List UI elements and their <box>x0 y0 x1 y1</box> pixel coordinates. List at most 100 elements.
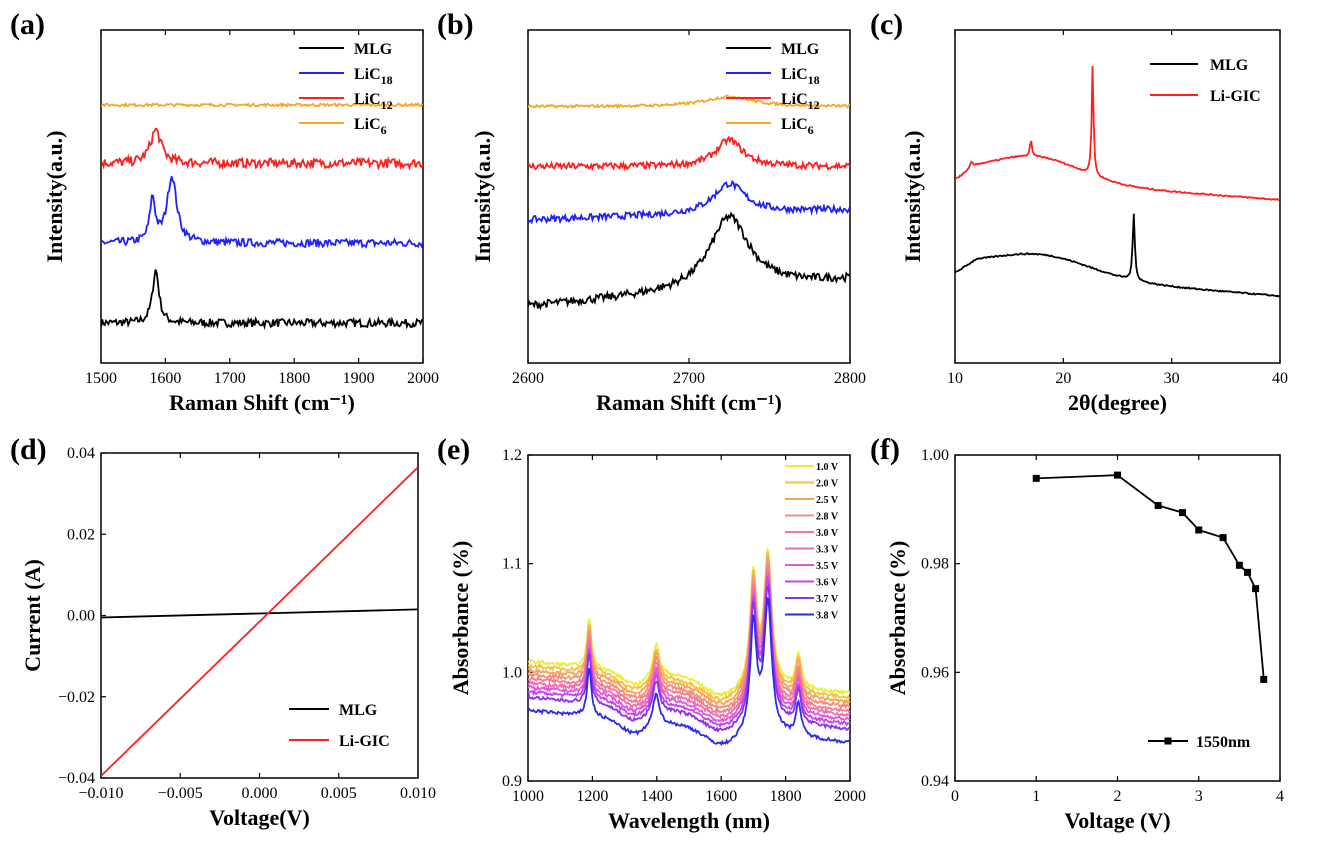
series-line-ligic <box>101 466 418 777</box>
legend-label-sub: 12 <box>808 98 820 112</box>
legend-label: MLG <box>1210 57 1249 74</box>
legend-label: 1.0 V <box>816 462 839 473</box>
plot-area <box>528 545 850 747</box>
x-tick-label: 0 <box>951 788 959 805</box>
legend-label-main: LiC <box>354 91 381 108</box>
legend-label: MLG <box>354 41 393 58</box>
data-point <box>1260 675 1268 683</box>
x-tick-label: −0.005 <box>158 785 203 802</box>
x-tick-label: 20 <box>1055 370 1071 387</box>
x-tick-label: 1500 <box>85 370 117 387</box>
x-tick-label: 0.005 <box>321 785 357 802</box>
x-tick-label: 1 <box>1032 788 1040 805</box>
legend-label-main: LiC <box>781 66 808 83</box>
legend-label: Li-GIC <box>339 733 390 750</box>
series-line-25v <box>528 555 850 706</box>
y-tick-label: 0.96 <box>921 664 949 681</box>
series-line-mlg <box>955 213 1280 298</box>
series-line-37v <box>528 584 850 733</box>
legend-label: 3.5 V <box>816 561 839 572</box>
x-tick-label: 0.000 <box>242 785 278 802</box>
legend-label-sub: 6 <box>381 123 387 137</box>
legend-marker <box>1164 737 1172 745</box>
x-tick-label: 4 <box>1276 788 1284 805</box>
chart-panel-e: (e) 1000 1200 1400 1600 1800 2000 0.9 1.0 1.1 1.2 W… <box>437 433 866 833</box>
x-tick-label: 40 <box>1272 370 1288 387</box>
legend-label-sub: 6 <box>808 123 814 137</box>
x-axis-title: Raman Shift (cm⁻¹) <box>169 390 355 415</box>
y-tick-label: 1.1 <box>502 556 522 573</box>
plot-area <box>101 466 418 777</box>
x-tick-label: 10 <box>947 370 963 387</box>
series-line-mlg <box>101 269 423 331</box>
y-axis-title: Absorbance (%) <box>448 541 473 696</box>
series-line-36v <box>528 575 850 729</box>
x-tick-label: 2000 <box>407 370 439 387</box>
legend-label: MLG <box>339 702 378 719</box>
legend-label-main: MLG <box>354 41 393 58</box>
y-tick-label: 0.00 <box>67 608 95 625</box>
x-axis-title: Raman Shift (cm⁻¹) <box>596 390 782 415</box>
legend-label: 1550nm <box>1196 734 1251 751</box>
chart-panel-f: (f) 0 1 2 3 4 0.94 0.96 0.98 1.00 Voltage (V) Absor… <box>870 433 1284 833</box>
plot-area <box>1036 474 1265 680</box>
plot-frame <box>954 454 1281 782</box>
series-line-lic18 <box>528 179 850 225</box>
legend-label-main: MLG <box>781 41 820 58</box>
legend-label: Li-GIC <box>1210 88 1261 105</box>
y-axis-title: Current (A) <box>20 559 45 672</box>
legend-label: 3.7 V <box>816 594 839 605</box>
y-tick-label: −0.04 <box>58 770 95 787</box>
plot-area <box>101 101 423 331</box>
series-line-lic18 <box>101 176 423 249</box>
legend-label: 3.6 V <box>816 578 839 589</box>
series-line-mlg <box>101 608 418 619</box>
x-tick-label: 1900 <box>343 370 375 387</box>
x-tick-label: −0.010 <box>78 785 123 802</box>
data-point <box>1179 509 1186 517</box>
y-tick-label: 0.98 <box>921 556 949 573</box>
y-axis-title: Intensity(a.u.) <box>42 130 67 262</box>
legend-label: 2.0 V <box>816 479 839 490</box>
x-tick-label: 2 <box>1114 788 1122 805</box>
x-tick-label: 0.010 <box>400 785 436 802</box>
data-point <box>1195 526 1203 534</box>
data-point <box>1219 534 1227 542</box>
legend: 1.0 V 2.0 V 2.5 V 2.8 V 3.0 V 3.3 V 3.5 V 3.6 V… <box>785 462 839 622</box>
series-line-lic6 <box>101 101 423 109</box>
legend-label-main: LiC <box>354 116 381 133</box>
x-axis-title: Voltage(V) <box>209 805 310 830</box>
legend-label: 2.5 V <box>816 495 839 506</box>
series-line-lic6 <box>528 94 850 110</box>
legend-label: LiC18 <box>354 66 393 87</box>
x-tick-label: 2000 <box>834 788 866 805</box>
legend-label-sub: 18 <box>808 73 820 87</box>
legend-label: 2.8 V <box>816 512 839 523</box>
legend-label: MLG <box>781 41 820 58</box>
x-tick-label: 1400 <box>641 788 673 805</box>
x-axis-title: 2θ(degree) <box>1068 390 1167 415</box>
legend-label: LiC12 <box>354 91 393 112</box>
series-line-28v <box>528 561 850 711</box>
series-line-1550nm <box>1036 474 1265 680</box>
x-tick-label: 1600 <box>705 788 737 805</box>
x-axis-title: Voltage (V) <box>1064 808 1170 833</box>
legend-label-main: LiC <box>354 66 381 83</box>
legend: MLG Li-GIC <box>1150 57 1261 105</box>
chart-panel-c: (c) 10 20 30 40 2θ(degree) Intensity(a.u.) MLG L… <box>870 8 1288 415</box>
series-line-lic12 <box>528 135 850 172</box>
y-tick-label: 0.9 <box>502 773 522 790</box>
y-tick-label: 0.02 <box>67 526 95 543</box>
panel-label: (e) <box>437 433 470 466</box>
y-axis-title: Intensity(a.u.) <box>900 130 925 262</box>
legend-label-sub: 18 <box>381 73 393 87</box>
y-axis-title: Absorbance (%) <box>885 541 910 696</box>
legend-label-sub: 12 <box>381 98 393 112</box>
x-tick-label: 3 <box>1195 788 1203 805</box>
plot-frame <box>527 454 851 782</box>
y-tick-label: 0.04 <box>67 445 95 462</box>
legend-label: LiC18 <box>781 66 820 87</box>
x-tick-label: 1800 <box>770 788 802 805</box>
legend-label: 3.3 V <box>816 545 839 556</box>
